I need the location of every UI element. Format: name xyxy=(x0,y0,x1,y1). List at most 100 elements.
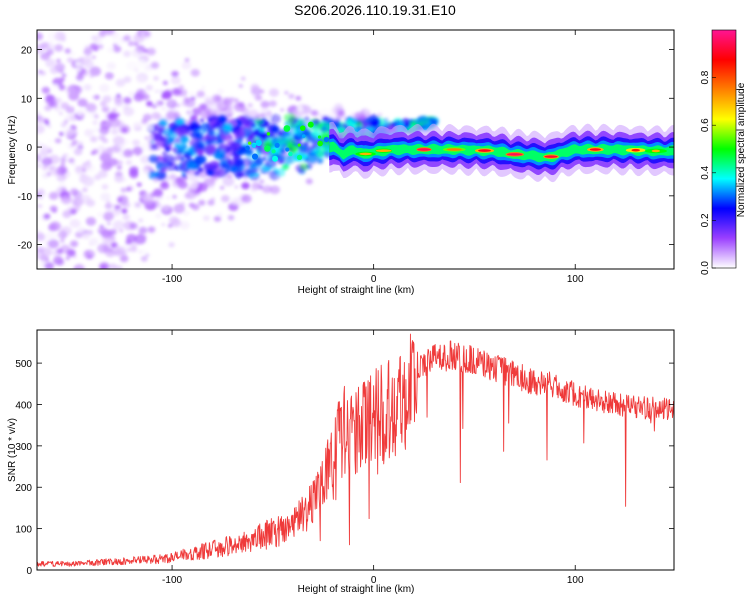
spectrogram-spot xyxy=(245,145,250,151)
spectrogram-blob xyxy=(115,78,126,87)
spectrogram-blob xyxy=(98,133,104,138)
spectrogram-blob xyxy=(146,125,154,131)
spectrogram-blob xyxy=(254,172,259,177)
spectrogram-blob xyxy=(136,182,142,187)
spectrogram-spot xyxy=(266,132,271,136)
spectrogram-blob xyxy=(268,100,277,107)
spectrogram-blob xyxy=(109,118,121,128)
spectrogram-blob xyxy=(123,50,131,58)
spectrogram-blob xyxy=(123,34,131,42)
spectrogram-blob xyxy=(219,185,225,190)
spectrogram-blob xyxy=(299,162,309,171)
spectrogram-blob xyxy=(210,124,217,130)
spectrogram-blob xyxy=(197,167,204,173)
spectrogram-blob xyxy=(233,159,244,168)
spectrogram-blob xyxy=(204,143,217,154)
spectrogram-blob xyxy=(37,116,46,124)
spectrogram-blob xyxy=(119,229,124,233)
spectrogram-blob xyxy=(85,217,97,226)
spectrogram-blob xyxy=(137,66,143,71)
spectrogram-blob xyxy=(82,187,88,193)
spectrogram-blob xyxy=(66,50,71,55)
spectrogram-blob xyxy=(69,218,81,229)
spectrogram-spot xyxy=(299,125,306,131)
spectrogram-blob xyxy=(104,104,109,109)
spectrogram-blob xyxy=(156,136,168,147)
spectrogram-blob xyxy=(173,118,178,122)
spectrogram-blob xyxy=(104,72,114,80)
spectrogram-blob xyxy=(55,168,65,175)
spectrogram-blob xyxy=(179,220,190,230)
spectrogram-blob xyxy=(81,232,90,240)
spectrogram-blob xyxy=(79,68,89,77)
spectrogram-blob xyxy=(37,215,41,221)
spectrogram-blob xyxy=(350,112,355,116)
spectrogram-blob xyxy=(37,229,43,239)
spectrogram-blob xyxy=(319,108,331,118)
spectrogram-blob xyxy=(62,196,68,201)
spectrogram-blob xyxy=(168,242,175,248)
spectrogram-blob xyxy=(97,44,104,50)
spectrogram-blob xyxy=(356,125,360,129)
snr-panel: 0 100 200 300 400 500 -100 0 100 Height of stra… xyxy=(7,329,675,595)
spectrogram-blob xyxy=(104,202,113,210)
x-tick-label: 100 xyxy=(567,274,584,285)
spectrogram-blob xyxy=(188,181,199,190)
y-tick-label: 0 xyxy=(26,566,32,577)
spectrogram-blob xyxy=(306,153,318,163)
spectrogram-blob xyxy=(216,128,221,133)
spectrogram-blob xyxy=(145,253,150,257)
spectrogram-blob xyxy=(211,197,215,201)
spectrogram-blob xyxy=(74,263,86,269)
spectrogram-blob xyxy=(231,126,237,132)
colorbar-tick-label: 0.8 xyxy=(700,70,711,84)
spectrogram-blob xyxy=(110,242,117,247)
spectrogram-blob xyxy=(170,76,181,85)
spectrogram-blob xyxy=(111,108,117,113)
spectrogram-blob xyxy=(71,139,78,145)
spectrogram-blob xyxy=(260,108,268,115)
spectrogram-blob xyxy=(268,88,280,97)
spectrogram-spot xyxy=(307,121,314,128)
spectrogram-blob xyxy=(310,110,318,116)
spectrogram-blob xyxy=(214,120,225,129)
spectrogram-blob xyxy=(185,161,196,170)
spectrogram-blob xyxy=(72,254,77,259)
spectrogram-blob xyxy=(150,61,160,69)
spectrogram-blob xyxy=(220,163,227,168)
spectrogram-blob xyxy=(79,174,90,183)
spectrogram-blob xyxy=(51,84,59,91)
spectrogram-blob xyxy=(383,118,389,123)
spectrogram-blob xyxy=(99,126,110,135)
spectrogram-blob xyxy=(377,112,383,117)
spectrogram-blob xyxy=(60,156,67,163)
spectrogram-blob xyxy=(238,84,243,88)
spectrogram-blob xyxy=(139,168,150,178)
page-title: S206.2026.110.19.31.E10 xyxy=(294,2,456,18)
spectrogram-blob xyxy=(83,48,93,56)
spectrogram-blob xyxy=(60,122,67,128)
spectrogram-blob xyxy=(40,144,49,152)
spectrogram-blob xyxy=(92,127,100,133)
spectrogram-spot xyxy=(283,125,291,132)
colorbar-gradient xyxy=(712,30,736,268)
spectrogram-blob xyxy=(140,155,151,164)
spectrogram-blob xyxy=(189,149,195,155)
spectrogram-blob xyxy=(54,138,60,143)
spectrogram-blob xyxy=(161,223,166,227)
spectrogram-blob xyxy=(61,37,66,42)
spectrogram-blob xyxy=(119,255,129,263)
spectrogram-blob xyxy=(155,100,163,107)
spectrogram-blob xyxy=(129,171,139,179)
spectrogram-blob xyxy=(76,109,83,115)
spectrogram-blob xyxy=(333,103,344,111)
spectrogram-blob xyxy=(287,147,294,153)
spectrogram-blob xyxy=(199,118,205,123)
spectrogram-blob xyxy=(311,103,316,107)
spectrogram-blob xyxy=(106,61,116,70)
spectrogram-blob xyxy=(240,76,246,81)
spectrogram-blob xyxy=(178,85,184,90)
spectrogram-blob xyxy=(200,109,212,120)
